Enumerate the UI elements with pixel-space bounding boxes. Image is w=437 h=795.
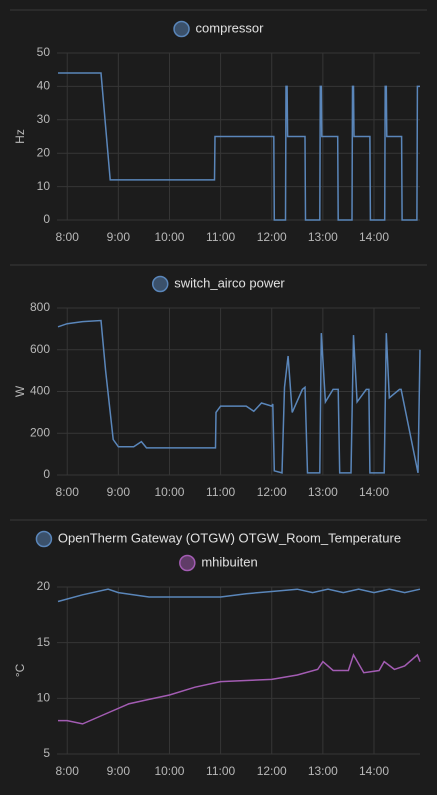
legend-label: switch_airco power	[174, 275, 285, 290]
x-tick-label: 12:00	[257, 764, 287, 778]
y-tick-label: 10	[37, 691, 51, 705]
y-tick-label: 15	[37, 635, 51, 649]
legend-label: compressor	[196, 20, 265, 35]
x-tick-label: 9:00	[107, 230, 131, 244]
y-axis-label: W	[13, 385, 27, 397]
x-tick-label: 10:00	[154, 485, 184, 499]
y-axis-label: Hz	[13, 129, 27, 144]
x-tick-label: 11:00	[206, 764, 235, 778]
y-tick-label: 0	[43, 467, 50, 481]
series-line	[57, 319, 421, 474]
y-axis-label: °C	[13, 663, 27, 677]
x-tick-label: 12:00	[257, 485, 287, 499]
y-tick-label: 20	[37, 579, 51, 593]
x-tick-label: 12:00	[257, 230, 287, 244]
x-tick-label: 8:00	[56, 230, 80, 244]
x-tick-label: 13:00	[308, 485, 338, 499]
legend-swatch	[179, 554, 196, 572]
series-line	[58, 653, 421, 725]
y-tick-label: 400	[30, 384, 50, 398]
x-tick-label: 13:00	[308, 764, 338, 778]
legend-item[interactable]: OpenTherm Gateway (OTGW) OTGW_Room_Tempe…	[35, 530, 401, 548]
y-tick-label: 200	[30, 425, 50, 439]
x-tick-label: 13:00	[308, 230, 338, 244]
y-tick-label: 50	[37, 45, 51, 59]
x-tick-label: 9:00	[107, 764, 131, 778]
legend-swatch	[151, 275, 169, 293]
legend-swatch	[173, 20, 190, 38]
legend-swatch	[35, 530, 53, 548]
x-tick-label: 10:00	[154, 764, 184, 778]
x-tick-label: 14:00	[359, 764, 389, 778]
y-tick-label: 600	[30, 342, 50, 356]
y-tick-label: 40	[37, 79, 51, 93]
legend-label: mhibuiten	[201, 554, 257, 569]
legend-label: OpenTherm Gateway (OTGW) OTGW_Room_Tempe…	[58, 530, 401, 545]
x-tick-label: 10:00	[154, 230, 184, 244]
y-tick-label: 10	[37, 179, 51, 193]
legend-item[interactable]: compressor	[173, 20, 265, 38]
y-tick-label: 30	[37, 112, 51, 126]
legend-item[interactable]: mhibuiten	[179, 554, 258, 572]
y-tick-label: 0	[43, 212, 50, 226]
y-tick-label: 800	[30, 300, 50, 314]
x-tick-label: 9:00	[107, 485, 131, 499]
x-tick-label: 14:00	[359, 485, 389, 499]
x-tick-label: 8:00	[56, 764, 80, 778]
x-tick-label: 11:00	[206, 230, 235, 244]
series-line	[58, 72, 420, 221]
y-tick-label: 5	[43, 746, 50, 760]
x-tick-label: 14:00	[359, 230, 389, 244]
legend-item[interactable]: switch_airco power	[151, 275, 286, 293]
series-line	[57, 588, 421, 603]
x-tick-label: 8:00	[56, 485, 80, 499]
y-tick-label: 20	[37, 145, 51, 159]
x-tick-label: 11:00	[206, 485, 235, 499]
